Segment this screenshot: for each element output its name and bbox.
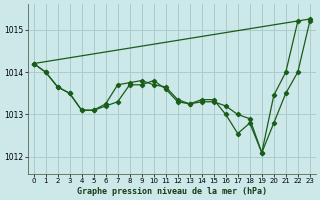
X-axis label: Graphe pression niveau de la mer (hPa): Graphe pression niveau de la mer (hPa) bbox=[77, 187, 267, 196]
